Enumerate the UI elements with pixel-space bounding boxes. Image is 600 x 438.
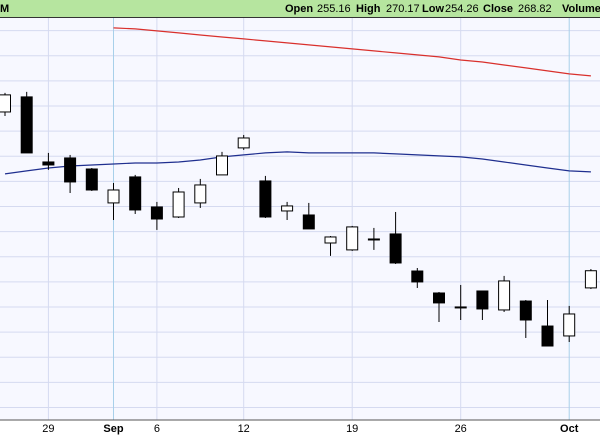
header-value: 270.17: [386, 3, 420, 15]
candle-body: [584, 270, 597, 289]
header-label: Low: [422, 3, 444, 15]
candle-body: [150, 206, 163, 220]
header-bar: [0, 0, 600, 17]
candles: [0, 91, 597, 347]
x-tick-label: 26: [455, 423, 467, 435]
candle-body: [172, 191, 185, 218]
candle-body: [476, 290, 489, 310]
candle-body: [107, 189, 120, 204]
header-left: M: [0, 3, 9, 15]
candle-body: [411, 270, 424, 283]
candle-body: [64, 157, 77, 183]
candle-body: [302, 214, 315, 230]
moving-average-line: [4, 151, 591, 175]
candle-body: [20, 96, 33, 154]
x-tick-label: 19: [346, 423, 358, 435]
candle-body: [498, 280, 511, 311]
overlays: [4, 27, 591, 175]
candle-body: [216, 155, 228, 176]
x-tick-label: Sep: [103, 423, 123, 435]
candle-body: [367, 238, 380, 241]
grid: [0, 18, 600, 420]
candle-body: [519, 300, 532, 321]
candle-body: [85, 168, 98, 191]
x-tick-label: 29: [42, 423, 54, 435]
moving-average-line: [113, 27, 591, 77]
header-label: Open: [285, 3, 313, 15]
header-value: 255.16: [317, 3, 351, 15]
header-value: 254.26: [445, 3, 479, 15]
plot-area: [0, 18, 600, 420]
header-label: Volume: [562, 3, 600, 15]
candle-body: [433, 292, 445, 304]
candle-body: [346, 226, 359, 251]
x-tick-label: Oct: [560, 423, 579, 435]
candle-body: [389, 233, 402, 264]
candle-body: [237, 137, 250, 149]
header-label: Close: [483, 3, 513, 15]
header-value: 268.82: [518, 3, 552, 15]
candle-body: [129, 176, 142, 211]
candle-body: [541, 325, 554, 347]
candle-body: [454, 306, 467, 309]
candle-body: [194, 184, 207, 204]
candle-body: [324, 236, 337, 244]
candle-body: [563, 313, 576, 337]
candle-body: [281, 205, 294, 212]
x-tick-label: 12: [238, 423, 250, 435]
candle-body: [42, 161, 55, 166]
candle-body: [0, 94, 11, 113]
x-tick-label: 6: [154, 423, 160, 435]
candle-body: [259, 180, 272, 218]
header-label: High: [356, 3, 381, 15]
x-labels: 29 Sep 6 12 19 26 Oct: [42, 423, 578, 435]
